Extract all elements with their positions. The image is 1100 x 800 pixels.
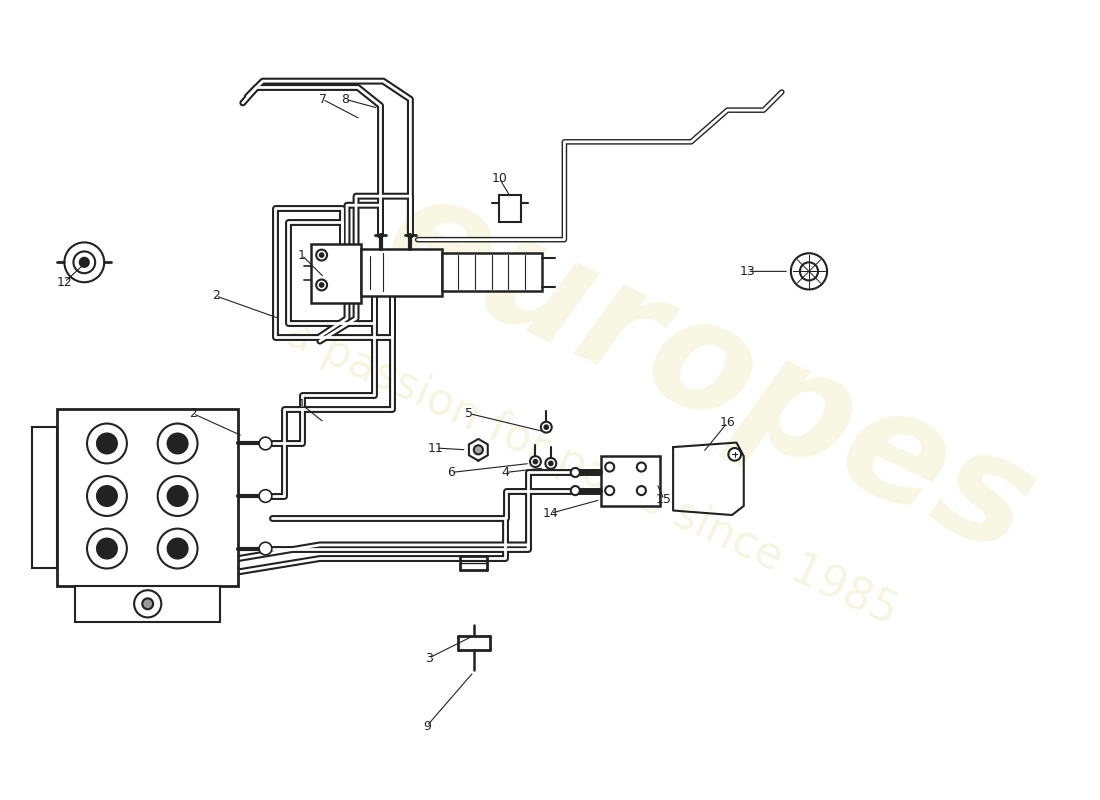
- Bar: [442, 254, 542, 291]
- Circle shape: [97, 434, 117, 454]
- Text: 7: 7: [319, 93, 327, 106]
- Circle shape: [260, 437, 272, 450]
- Circle shape: [316, 250, 327, 261]
- Circle shape: [167, 434, 188, 454]
- Circle shape: [87, 529, 126, 569]
- Text: 12: 12: [56, 276, 73, 289]
- Circle shape: [157, 476, 198, 516]
- Bar: [499, 195, 521, 222]
- Text: 5: 5: [465, 407, 473, 420]
- Text: 1: 1: [298, 249, 306, 262]
- Circle shape: [637, 486, 646, 495]
- Bar: [311, 244, 361, 303]
- Text: 11: 11: [428, 442, 443, 454]
- Circle shape: [728, 448, 741, 461]
- Circle shape: [800, 262, 818, 281]
- Bar: [32, 427, 57, 567]
- Circle shape: [87, 476, 126, 516]
- Circle shape: [97, 486, 117, 506]
- Bar: [361, 249, 442, 296]
- Circle shape: [167, 486, 188, 506]
- Text: 8: 8: [341, 93, 349, 106]
- Circle shape: [791, 254, 827, 290]
- Circle shape: [544, 426, 548, 429]
- Circle shape: [320, 254, 323, 257]
- Text: 15: 15: [656, 493, 672, 506]
- Circle shape: [474, 446, 483, 454]
- Circle shape: [546, 458, 557, 469]
- Circle shape: [530, 456, 541, 467]
- Circle shape: [80, 258, 89, 267]
- Circle shape: [65, 242, 104, 282]
- Circle shape: [605, 462, 614, 471]
- Text: 4: 4: [502, 466, 509, 479]
- Circle shape: [157, 423, 198, 463]
- Circle shape: [571, 468, 580, 477]
- Text: 2: 2: [189, 407, 197, 420]
- Text: a passion for parts since 1985: a passion for parts since 1985: [278, 311, 905, 634]
- Text: 14: 14: [543, 506, 559, 520]
- Circle shape: [534, 460, 537, 463]
- Circle shape: [320, 283, 323, 286]
- Circle shape: [316, 279, 327, 290]
- Circle shape: [260, 542, 272, 555]
- Text: 3: 3: [425, 652, 432, 665]
- Circle shape: [157, 529, 198, 569]
- Circle shape: [541, 422, 552, 433]
- Text: 6: 6: [448, 466, 455, 479]
- Text: europes: europes: [362, 158, 1056, 587]
- Circle shape: [571, 486, 580, 495]
- Circle shape: [74, 251, 96, 273]
- Circle shape: [97, 538, 117, 558]
- Circle shape: [167, 538, 188, 558]
- Text: 2: 2: [211, 290, 220, 302]
- Text: 13: 13: [739, 265, 756, 278]
- Circle shape: [260, 490, 272, 502]
- Circle shape: [87, 423, 126, 463]
- Bar: [57, 409, 239, 586]
- Circle shape: [142, 598, 153, 610]
- Circle shape: [605, 486, 614, 495]
- Bar: [75, 586, 220, 622]
- Text: 1: 1: [298, 398, 306, 411]
- Bar: [601, 456, 660, 506]
- Text: 9: 9: [422, 720, 431, 733]
- Text: 10: 10: [492, 171, 507, 185]
- Circle shape: [637, 462, 646, 471]
- Circle shape: [549, 462, 552, 466]
- Circle shape: [134, 590, 162, 618]
- Text: 16: 16: [719, 416, 735, 429]
